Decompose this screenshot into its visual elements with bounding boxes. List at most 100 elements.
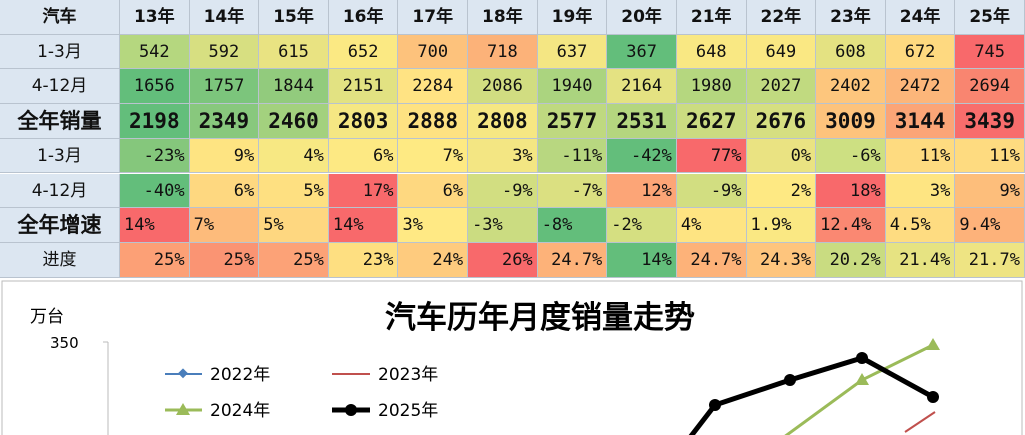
- cell: 5%: [259, 173, 329, 209]
- cell: 6%: [398, 173, 469, 209]
- legend-label: 2023年: [378, 365, 438, 385]
- cell: 1844: [259, 69, 329, 105]
- cell: 4-12月: [0, 173, 120, 209]
- cell: -42%: [607, 138, 677, 174]
- cell: 22年: [746, 0, 817, 35]
- cell: 7%: [398, 138, 469, 174]
- cell: 14%: [120, 208, 190, 243]
- cell: 15年: [259, 0, 329, 35]
- cell: 5%: [259, 208, 329, 243]
- legend-label: 2025年: [378, 401, 438, 421]
- cell: -11%: [537, 138, 608, 174]
- cell: -7%: [537, 173, 608, 209]
- cell: 6%: [328, 138, 399, 174]
- cell: 12.4%: [816, 208, 886, 243]
- cell: 2472: [885, 69, 956, 105]
- cell: 2198: [120, 104, 190, 139]
- cell: 2349: [189, 104, 260, 139]
- cell: 2676: [746, 104, 817, 139]
- cell: 1-3月: [0, 34, 120, 70]
- cell: 745: [955, 34, 1025, 70]
- cell: 19年: [537, 0, 608, 35]
- cell: 2627: [676, 104, 747, 139]
- cell: 23年: [816, 0, 886, 35]
- cell: 26%: [468, 242, 538, 278]
- cell: 14%: [607, 242, 677, 278]
- cell: -9%: [468, 173, 538, 209]
- legend-marker: [176, 403, 190, 415]
- cell: 9%: [189, 138, 260, 174]
- cell: 367: [607, 34, 677, 70]
- cell: 17%: [328, 173, 399, 209]
- cell: 4-12月: [0, 69, 120, 105]
- legend-marker: [345, 404, 357, 416]
- cell: 608: [816, 34, 886, 70]
- cell: 2%: [746, 173, 817, 209]
- cell: 2086: [468, 69, 538, 105]
- cell: 13年: [120, 0, 190, 35]
- cell: 21年: [676, 0, 747, 35]
- cell: 615: [259, 34, 329, 70]
- unit-label: 万台: [30, 307, 64, 327]
- cell: 全年增速: [0, 208, 120, 243]
- cell: 1.9%: [746, 208, 817, 243]
- cell: 4.5%: [885, 208, 956, 243]
- cell: 24%: [398, 242, 469, 278]
- point: [927, 391, 939, 403]
- point: [784, 374, 796, 386]
- cell: 652: [328, 34, 399, 70]
- legend-label: 2022年: [210, 365, 270, 385]
- cell: 2531: [607, 104, 677, 139]
- cell: 24.7%: [537, 242, 608, 278]
- legend-label: 2024年: [210, 401, 270, 421]
- cell: 1757: [189, 69, 260, 105]
- cell: 17年: [398, 0, 469, 35]
- cell: 进度: [0, 242, 120, 278]
- cell: 21.4%: [885, 242, 956, 278]
- cell: 24.3%: [746, 242, 817, 278]
- cell: 637: [537, 34, 608, 70]
- cell: 2803: [328, 104, 399, 139]
- cell: 2151: [328, 69, 399, 105]
- cell: 1980: [676, 69, 747, 105]
- cell: 3%: [468, 138, 538, 174]
- cell: 25%: [259, 242, 329, 278]
- cell: 12%: [607, 173, 677, 209]
- y-tick-label: 350: [50, 334, 79, 352]
- cell: 2694: [955, 69, 1025, 105]
- cell: 2402: [816, 69, 886, 105]
- point: [709, 399, 721, 411]
- cell: 2284: [398, 69, 469, 105]
- cell: 3439: [955, 104, 1025, 139]
- cell: 9.4%: [955, 208, 1025, 243]
- cell: 542: [120, 34, 190, 70]
- cell: 25%: [120, 242, 190, 278]
- point: [856, 352, 868, 364]
- cell: 1656: [120, 69, 190, 105]
- cell: 9%: [955, 173, 1025, 209]
- cell: 11%: [955, 138, 1025, 174]
- cell: 3009: [816, 104, 886, 139]
- cell: 649: [746, 34, 817, 70]
- cell: 20.2%: [816, 242, 886, 278]
- cell: 14年: [189, 0, 260, 35]
- point: [926, 338, 940, 350]
- cell: 2577: [537, 104, 608, 139]
- cell: 汽车: [0, 0, 120, 35]
- cell: 592: [189, 34, 260, 70]
- cell: 2808: [468, 104, 538, 139]
- cell: 2164: [607, 69, 677, 105]
- cell: 21.7%: [955, 242, 1025, 278]
- cell: 2027: [746, 69, 817, 105]
- cell: -3%: [468, 208, 538, 243]
- cell: 3144: [885, 104, 956, 139]
- cell: 11%: [885, 138, 956, 174]
- cell: -8%: [537, 208, 608, 243]
- cell: 3%: [885, 173, 956, 209]
- cell: 24.7%: [676, 242, 747, 278]
- cell: 全年销量: [0, 104, 120, 139]
- line-fragment: [904, 411, 936, 433]
- cell: 700: [398, 34, 469, 70]
